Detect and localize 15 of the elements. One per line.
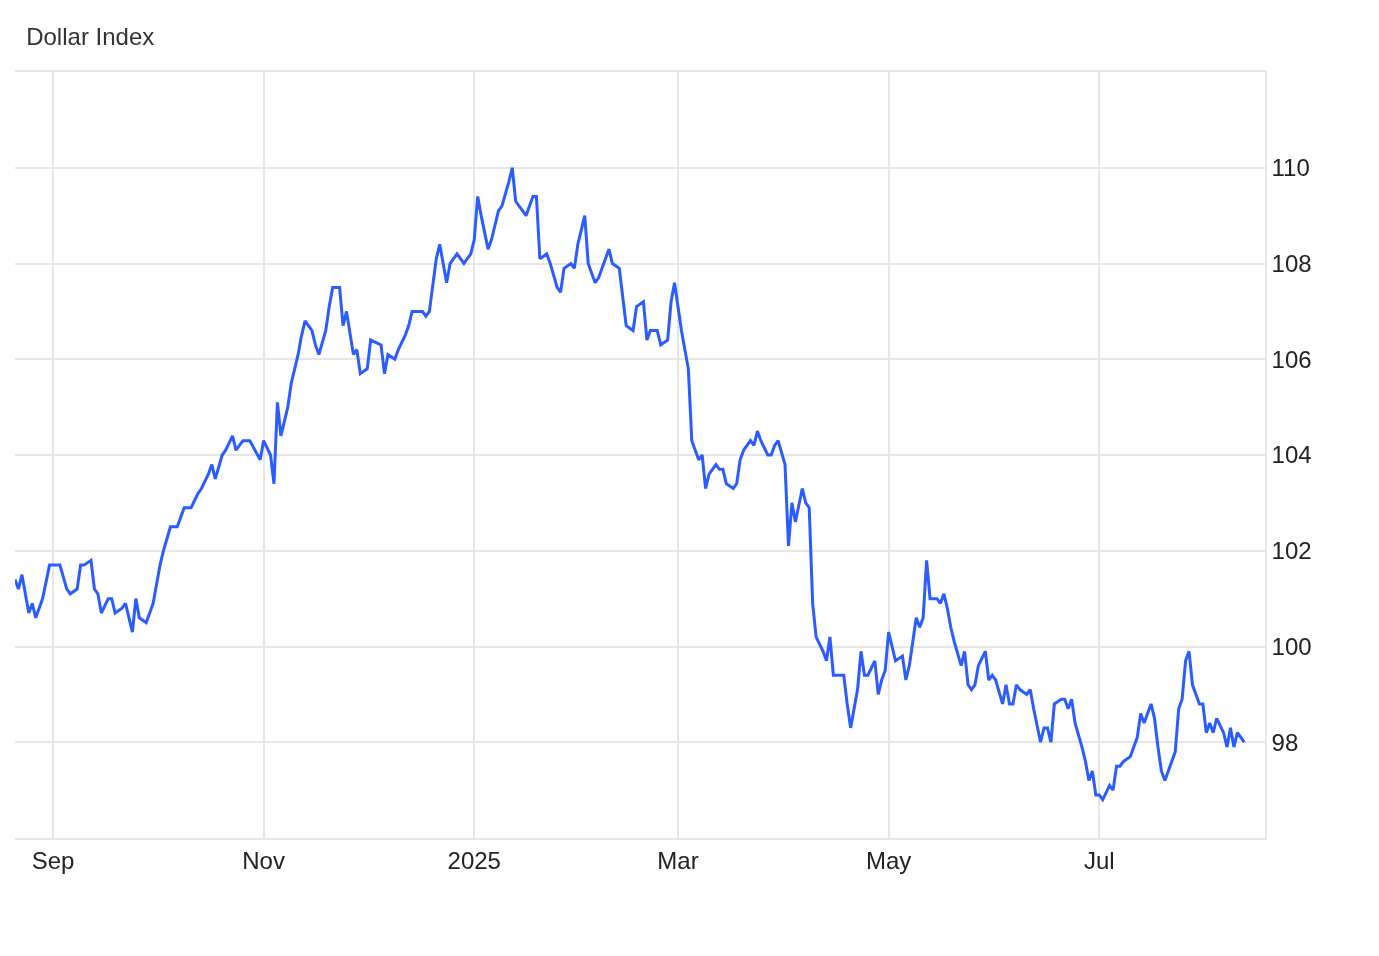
line-series	[15, 166, 1246, 802]
y-tick-label: 98	[1271, 728, 1299, 756]
x-tick-label: Sep	[31, 846, 75, 874]
x-tick-label: Jul	[1083, 846, 1115, 874]
y-tick-label: 102	[1271, 537, 1312, 565]
y-tick-label: 110	[1271, 154, 1310, 182]
chart-title: Dollar Index	[26, 22, 155, 50]
x-tick-label: 2025	[447, 846, 501, 874]
x-tick-label: Nov	[242, 846, 285, 874]
y-tick-label: 104	[1271, 441, 1312, 469]
y-tick-label: 100	[1271, 632, 1312, 660]
x-tick-label: Mar	[657, 846, 699, 874]
y-tick-label: 106	[1271, 345, 1312, 373]
y-tick-label: 108	[1271, 249, 1312, 277]
x-tick-label: May	[865, 846, 912, 874]
